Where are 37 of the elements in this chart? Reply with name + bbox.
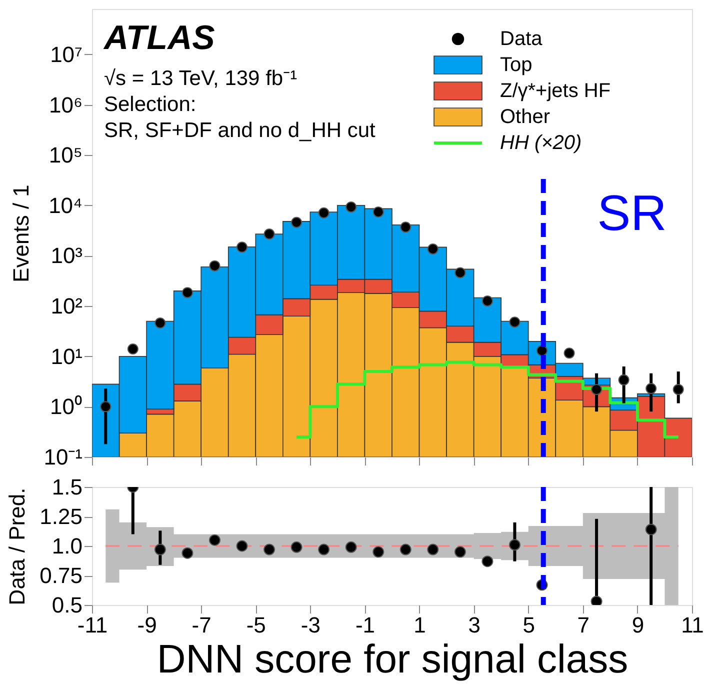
y-tick-label: 10⁻¹ [44, 444, 82, 470]
y-tick-label: 0.75 [40, 563, 82, 588]
x-tick-label: 9 [632, 612, 644, 638]
y-tick-label: 10⁰ [50, 394, 82, 420]
y-tick-label: 10² [50, 294, 82, 319]
x-tick-label: 11 [681, 612, 704, 638]
x-tick-label: 7 [577, 612, 590, 638]
y-tick-label: 1.5 [52, 474, 82, 500]
x-tick-label: -3 [300, 612, 320, 638]
y-tick-label: 10⁵ [48, 142, 82, 168]
x-axis-title: DNN score for signal class [156, 638, 628, 682]
x-tick-label: 1 [414, 612, 426, 638]
y-tick-label: 10⁷ [50, 42, 83, 67]
y-axis-title: Data / Pred. [4, 488, 30, 606]
legend-label: HH (×20) [500, 132, 582, 154]
legend-label: Data [500, 28, 544, 50]
annotation: ATLAS [103, 19, 216, 57]
x-tick-label: -7 [192, 612, 212, 638]
legend-label: Z/γ*+jets HF [500, 80, 611, 102]
y-tick-label: 1.25 [40, 504, 82, 529]
x-tick-label: 3 [468, 612, 480, 638]
x-tick-label: -9 [137, 612, 157, 638]
x-tick-label: -5 [246, 612, 266, 638]
annotation: Selection: [104, 93, 196, 116]
x-tick-label: 5 [522, 612, 535, 638]
y-tick-label: 10³ [50, 243, 82, 268]
annotation: SR, SF+DF and no d_HH cut [104, 119, 376, 142]
legend-label: Other [500, 106, 550, 128]
y-tick-label: 10⁶ [48, 92, 82, 118]
y-tick-label: 10⁴ [48, 192, 82, 218]
legend-label: Top [500, 54, 532, 76]
y-tick-label: 1.0 [52, 534, 82, 558]
y-tick-label: 10¹ [50, 344, 82, 369]
annotation: SR [597, 185, 667, 242]
y-axis-title: Events / 1 [8, 184, 34, 282]
annotation: √s = 13 TeV, 139 fb⁻¹ [104, 67, 298, 90]
x-tick-label: -1 [355, 612, 376, 638]
